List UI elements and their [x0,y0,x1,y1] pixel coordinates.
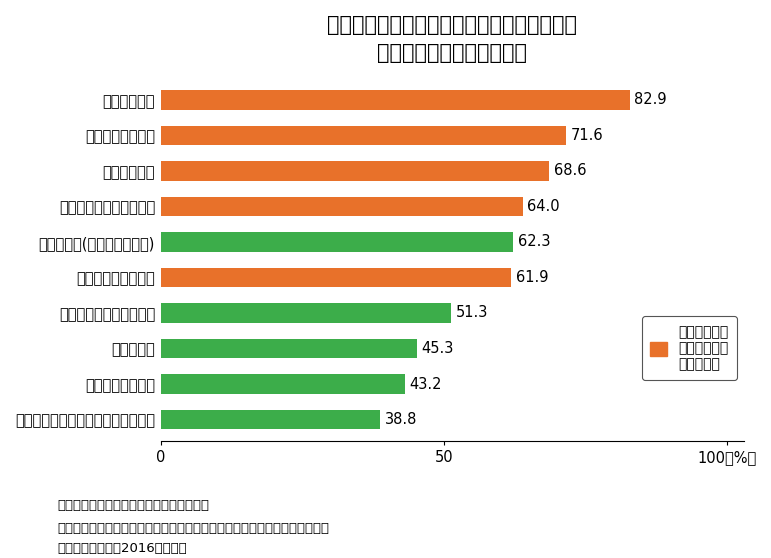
Text: 82.9: 82.9 [635,92,667,107]
Text: 把握調査」（2016年３月）: 把握調査」（2016年３月） [58,542,187,555]
Legend: は特に深刻な
問題と回答が
あったもの: は特に深刻な 問題と回答が あったもの [642,316,737,379]
Text: 注：市町村担当者を対象とした調査結果。: 注：市町村担当者を対象とした調査結果。 [58,499,210,512]
Bar [160,126,566,145]
Bar [160,268,511,287]
Text: 68.6: 68.6 [554,163,586,179]
Bar [160,339,417,358]
Bar [160,196,523,216]
Bar [160,410,380,429]
Text: 51.3: 51.3 [456,305,488,320]
Title: 過疎地域等の多くの集落で発生している問題
上位１０回答（複数回答）: 過疎地域等の多くの集落で発生している問題 上位１０回答（複数回答） [327,15,577,63]
Bar [160,303,451,323]
Text: 資料：国土交通省及び総務省「過疎地域等条件不利地域における集落の現況: 資料：国土交通省及び総務省「過疎地域等条件不利地域における集落の現況 [58,522,330,535]
Text: 38.8: 38.8 [385,412,417,427]
Bar [160,232,513,252]
Text: 71.6: 71.6 [571,128,603,143]
Bar [160,374,406,394]
Bar [160,161,549,181]
Text: 43.2: 43.2 [409,377,443,392]
Text: 61.9: 61.9 [516,270,548,285]
Text: 64.0: 64.0 [527,199,560,214]
Bar [160,90,630,109]
Text: 45.3: 45.3 [422,341,454,356]
Text: 62.3: 62.3 [518,234,550,249]
